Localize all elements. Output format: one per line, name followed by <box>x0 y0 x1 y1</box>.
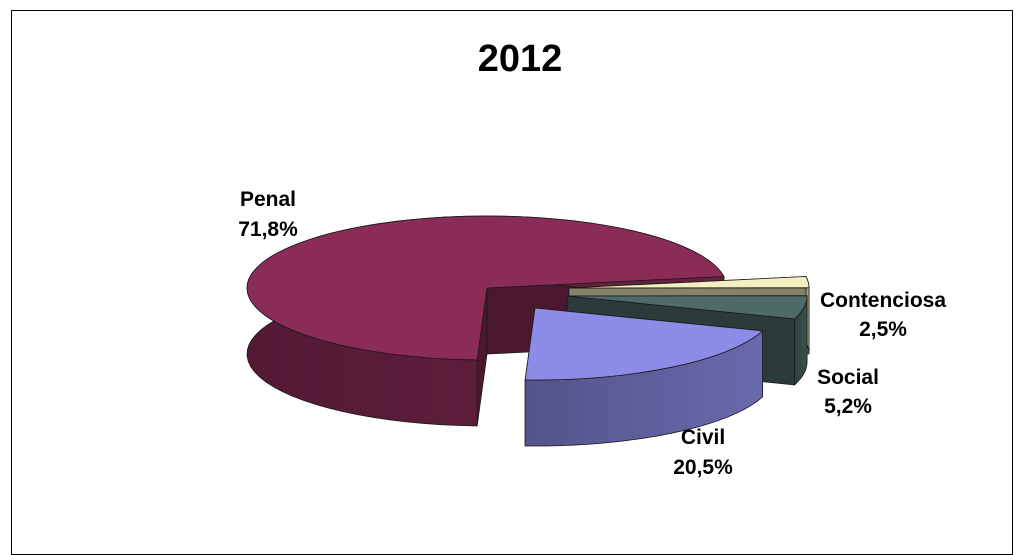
slice-label-contenciosa: Contenciosa <box>820 289 946 312</box>
slice-top-penal <box>246 215 725 361</box>
slice-value-social: 5,2% <box>824 395 872 418</box>
slice-label-penal: Penal <box>240 188 296 211</box>
pie-slices <box>246 215 810 447</box>
slice-top-contenciosa <box>568 276 810 289</box>
slice-label-civil: Civil <box>681 426 725 449</box>
slice-value-contenciosa: 2,5% <box>859 318 907 341</box>
chart-title: 2012 <box>477 38 563 80</box>
slice-labels: Penal 71,8% Civil 20,5% Social 5,2% Contencios… <box>238 188 946 479</box>
slice-value-civil: 20,5% <box>673 456 733 479</box>
slice-top-civil <box>524 307 764 381</box>
slice-top-social <box>566 295 808 320</box>
slice-value-penal: 71,8% <box>238 218 298 241</box>
slice-label-social: Social <box>817 366 879 389</box>
pie-slice-civil <box>524 307 764 447</box>
